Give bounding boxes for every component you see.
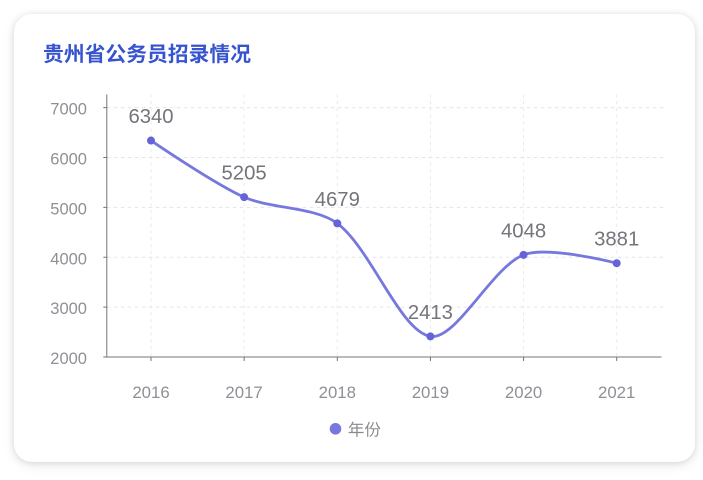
svg-text:2000: 2000 xyxy=(50,350,87,368)
svg-text:2021: 2021 xyxy=(598,383,635,402)
svg-text:5205: 5205 xyxy=(222,163,267,185)
svg-text:2018: 2018 xyxy=(319,383,356,402)
svg-text:2019: 2019 xyxy=(412,383,449,402)
svg-text:2017: 2017 xyxy=(225,383,262,402)
svg-text:3881: 3881 xyxy=(594,229,639,251)
svg-text:2016: 2016 xyxy=(132,383,169,402)
svg-text:7000: 7000 xyxy=(50,101,87,119)
svg-text:6000: 6000 xyxy=(50,151,87,169)
svg-text:6340: 6340 xyxy=(128,106,173,128)
svg-text:3000: 3000 xyxy=(50,300,87,318)
svg-text:4000: 4000 xyxy=(50,250,87,268)
svg-text:2413: 2413 xyxy=(408,302,453,324)
svg-text:5000: 5000 xyxy=(50,200,87,218)
svg-text:4048: 4048 xyxy=(501,220,546,242)
svg-text:2020: 2020 xyxy=(505,383,542,402)
svg-text:4679: 4679 xyxy=(315,189,360,211)
